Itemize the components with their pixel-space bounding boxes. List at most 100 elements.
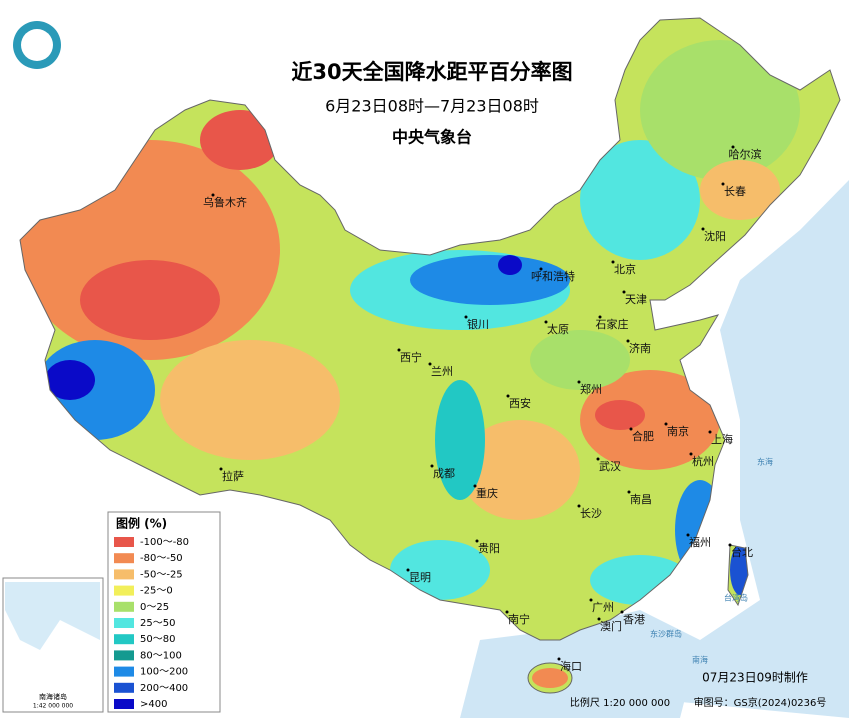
city-label: 北京 bbox=[614, 262, 636, 276]
city-dot bbox=[611, 260, 615, 264]
city-dot bbox=[708, 430, 712, 434]
legend-swatch bbox=[114, 634, 134, 645]
city-label: 济南 bbox=[629, 341, 651, 355]
city-dot bbox=[626, 339, 630, 343]
city-label: 郑州 bbox=[580, 382, 602, 396]
legend-label: -100～-80 bbox=[140, 537, 189, 548]
legend-label: 100～200 bbox=[140, 667, 188, 678]
city-label: 天津 bbox=[625, 293, 647, 306]
city-label: 银川 bbox=[467, 317, 489, 331]
city-label: 南宁 bbox=[508, 612, 530, 626]
city-dot bbox=[505, 610, 509, 614]
city-label: 香港 bbox=[623, 613, 645, 626]
city-label: 拉萨 bbox=[222, 469, 244, 483]
legend: -100～-80 -80～-50 -50～-25 -25～0 0～25 25～50 50～8… bbox=[114, 537, 189, 710]
city-label: 西安 bbox=[509, 396, 531, 410]
title: 近30天全国降水距平百分率图 bbox=[291, 60, 572, 84]
city-label: 重庆 bbox=[476, 486, 498, 500]
made-time: 07月23日09时制作 bbox=[702, 671, 808, 685]
city-dot bbox=[475, 539, 479, 543]
legend-swatch bbox=[114, 650, 134, 661]
city-dot bbox=[397, 348, 401, 352]
city-dot bbox=[539, 267, 543, 271]
city-label: 福州 bbox=[689, 535, 711, 549]
city-label: 合肥 bbox=[632, 429, 654, 443]
legend-swatch bbox=[114, 682, 134, 693]
city-label: 长沙 bbox=[580, 507, 602, 520]
city-label: 贵阳 bbox=[478, 542, 500, 555]
city-label: 台北 bbox=[731, 545, 753, 559]
inset-title: 南海诸岛 bbox=[39, 692, 67, 701]
legend-swatch bbox=[114, 618, 134, 628]
sea-label: 东海 bbox=[757, 457, 773, 467]
city-dot bbox=[557, 657, 561, 661]
city-dot bbox=[473, 484, 477, 488]
legend-label: 25～50 bbox=[140, 618, 175, 629]
city-dot bbox=[597, 617, 601, 621]
city-dot bbox=[686, 533, 690, 537]
inset-sea bbox=[5, 582, 100, 650]
city-dot bbox=[622, 290, 626, 294]
legend-swatch bbox=[114, 601, 134, 612]
sea bbox=[460, 610, 700, 718]
legend-label: -50～-25 bbox=[140, 569, 183, 580]
city-dot bbox=[721, 182, 725, 186]
city-dot bbox=[629, 427, 633, 431]
city-label: 海口 bbox=[560, 659, 582, 673]
legend-label: -80～-50 bbox=[140, 553, 183, 564]
city-dot bbox=[731, 145, 735, 149]
city-label: 澳门 bbox=[600, 619, 622, 633]
city-label: 呼和浩特 bbox=[531, 269, 575, 283]
city-label: 长春 bbox=[724, 185, 746, 198]
city-dot bbox=[219, 467, 223, 471]
city-dot bbox=[598, 315, 602, 319]
inset-scale: 1:42 000 000 bbox=[33, 703, 73, 710]
city-label: 哈尔滨 bbox=[729, 147, 762, 161]
city-label: 西宁 bbox=[400, 350, 422, 364]
legend-label: 0～25 bbox=[140, 602, 169, 613]
city-dot bbox=[589, 598, 593, 602]
city-dot bbox=[728, 543, 732, 547]
sea bbox=[660, 180, 849, 718]
legend-label: 50～80 bbox=[140, 634, 175, 645]
approval: 审图号：GS京(2024)0236号 bbox=[694, 696, 827, 709]
city-label: 上海 bbox=[711, 432, 733, 446]
city-label: 昆明 bbox=[409, 571, 431, 584]
city-label: 武汉 bbox=[599, 460, 621, 473]
city-dot bbox=[428, 362, 432, 366]
scale: 比例尺 1:20 000 000 bbox=[570, 696, 670, 709]
city-label: 沈阳 bbox=[704, 229, 726, 243]
city-dot bbox=[430, 464, 434, 468]
city-dot bbox=[211, 193, 215, 197]
legend-label: 200～400 bbox=[140, 683, 188, 694]
city-label: 成都 bbox=[433, 467, 455, 480]
legend-label: 80～100 bbox=[140, 650, 182, 661]
city-dot bbox=[627, 490, 631, 494]
city-dot bbox=[506, 394, 510, 398]
city-label: 太原 bbox=[547, 323, 569, 336]
legend-swatch bbox=[114, 569, 134, 580]
city-label: 杭州 bbox=[692, 454, 714, 468]
city-dot bbox=[701, 227, 705, 231]
city-dot bbox=[406, 568, 410, 572]
legend-title: 图例 (%) bbox=[116, 516, 167, 531]
city-dot bbox=[577, 504, 581, 508]
city-dot bbox=[620, 610, 624, 614]
city-dot bbox=[577, 380, 581, 384]
city-dot bbox=[689, 452, 693, 456]
subtitle: 6月23日08时—7月23日08时 bbox=[325, 97, 539, 116]
legend-swatch bbox=[114, 666, 134, 677]
sea-label: 台湾岛 bbox=[724, 593, 748, 603]
legend-swatch bbox=[114, 585, 134, 596]
city-dot bbox=[544, 320, 548, 324]
city-label: 南京 bbox=[667, 424, 689, 438]
legend-swatch bbox=[114, 699, 134, 709]
sea-label: 南海 bbox=[692, 655, 708, 665]
city-dot bbox=[664, 422, 668, 426]
legend-label: >400 bbox=[140, 699, 167, 710]
agency: 中央气象台 bbox=[392, 128, 472, 147]
city-label: 南昌 bbox=[630, 493, 652, 506]
